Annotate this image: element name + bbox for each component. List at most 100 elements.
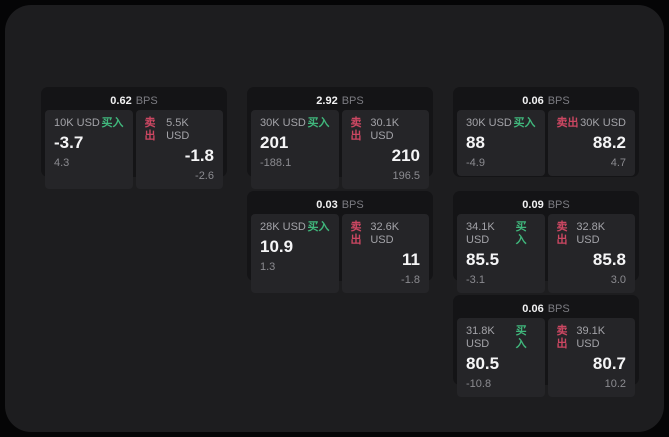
buy-delta: -188.1 — [260, 157, 292, 169]
spread-value: 0.09 — [522, 198, 544, 211]
buy-top-row: 31.8K USD 买入 — [466, 325, 536, 351]
buy-amount: 31.8K USD — [466, 325, 495, 350]
buy-top-row: 30K USD 买入 — [260, 117, 330, 130]
buy-price: 88 — [466, 133, 485, 152]
buy-side-label: 买入 — [307, 117, 330, 129]
sell-side-label: 卖出 — [350, 117, 362, 142]
buy-price: 10.9 — [260, 237, 294, 256]
quote-panels: 31.8K USD 买入 80.5 -10.8 卖出 39.1K USD 80.… — [457, 318, 635, 397]
buy-quote-button[interactable]: 34.1K USD 买入 85.5 -3.1 — [457, 214, 545, 293]
spread-header: 0.06 BPS — [457, 299, 635, 318]
spread-header: 2.92 BPS — [251, 91, 429, 110]
quote-card: 0.09 BPS 34.1K USD 买入 85.5 -3.1 卖出 32.8K… — [453, 191, 639, 293]
spread-unit-label: BPS — [341, 94, 364, 107]
buy-delta: -3.1 — [466, 274, 485, 286]
sell-top-row: 卖出 32.8K USD — [557, 221, 627, 247]
spread-header: 0.06 BPS — [457, 91, 635, 110]
spread-unit-label: BPS — [135, 94, 158, 107]
sell-side-label: 卖出 — [556, 325, 568, 350]
buy-amount: 30K USD — [260, 117, 306, 129]
quote-card: 0.06 BPS 30K USD 买入 88 -4.9 卖出 30K USD 8… — [453, 87, 639, 177]
sell-delta: 4.7 — [610, 157, 626, 169]
sell-side-label: 卖出 — [350, 221, 362, 246]
sell-amount: 39.1K USD — [576, 325, 606, 350]
buy-delta: 1.3 — [260, 261, 276, 273]
sell-delta: 10.2 — [604, 378, 626, 390]
sell-delta: -1.8 — [401, 274, 420, 286]
buy-top-row: 10K USD 买入 — [54, 117, 124, 130]
sell-delta: 196.5 — [392, 170, 420, 182]
sell-top-row: 卖出 30K USD — [557, 117, 627, 130]
sell-top-row: 卖出 30.1K USD — [351, 117, 421, 143]
quote-panels: 30K USD 买入 201 -188.1 卖出 30.1K USD 210 1… — [251, 110, 429, 189]
quote-card: 0.62 BPS 10K USD 买入 -3.7 4.3 卖出 5.5K USD… — [41, 87, 227, 189]
sell-price: 88.2 — [592, 133, 626, 152]
buy-amount: 34.1K USD — [466, 221, 495, 246]
sell-amount: 5.5K USD — [166, 117, 190, 142]
buy-quote-button[interactable]: 31.8K USD 买入 80.5 -10.8 — [457, 318, 545, 397]
buy-amount: 30K USD — [466, 117, 512, 129]
buy-quote-button[interactable]: 30K USD 买入 88 -4.9 — [457, 110, 545, 176]
buy-price: 85.5 — [466, 250, 500, 269]
buy-side-label: 买入 — [515, 325, 527, 350]
spread-value: 0.06 — [522, 94, 544, 107]
sell-price: 80.7 — [592, 354, 626, 373]
sell-quote-button[interactable]: 卖出 30.1K USD 210 196.5 — [341, 110, 429, 189]
sell-price: 85.8 — [592, 250, 626, 269]
sell-quote-button[interactable]: 卖出 30K USD 88.2 4.7 — [547, 110, 635, 176]
sell-quote-button[interactable]: 卖出 32.8K USD 85.8 3.0 — [547, 214, 635, 293]
sell-amount: 30K USD — [580, 117, 626, 129]
quote-card: 0.06 BPS 31.8K USD 买入 80.5 -10.8 卖出 39.1… — [453, 295, 639, 397]
buy-top-row: 30K USD 买入 — [466, 117, 536, 130]
spread-header: 0.62 BPS — [45, 91, 223, 110]
sell-top-row: 卖出 32.6K USD — [351, 221, 421, 247]
sell-price: 210 — [391, 146, 420, 165]
buy-quote-button[interactable]: 10K USD 买入 -3.7 4.3 — [45, 110, 133, 189]
buy-price: 80.5 — [466, 354, 500, 373]
buy-amount: 28K USD — [260, 221, 306, 233]
spread-value: 0.06 — [522, 302, 544, 315]
sell-side-label: 卖出 — [556, 221, 568, 246]
spread-header: 0.09 BPS — [457, 195, 635, 214]
app-window: 0.62 BPS 10K USD 买入 -3.7 4.3 卖出 5.5K USD… — [5, 5, 664, 432]
sell-price: -1.8 — [184, 146, 214, 165]
buy-side-label: 买入 — [307, 221, 330, 233]
sell-top-row: 卖出 5.5K USD — [145, 117, 215, 143]
spread-header: 0.03 BPS — [251, 195, 429, 214]
buy-delta: -10.8 — [466, 378, 492, 390]
quotes-grid: 0.62 BPS 10K USD 买入 -3.7 4.3 卖出 5.5K USD… — [41, 87, 639, 397]
spread-value: 0.62 — [110, 94, 132, 107]
sell-delta: -2.6 — [195, 170, 214, 182]
sell-top-row: 卖出 39.1K USD — [557, 325, 627, 351]
buy-top-row: 34.1K USD 买入 — [466, 221, 536, 247]
spread-unit-label: BPS — [547, 94, 570, 107]
sell-price: 11 — [402, 250, 420, 269]
spread-value: 2.92 — [316, 94, 338, 107]
buy-price: -3.7 — [54, 133, 84, 152]
buy-top-row: 28K USD 买入 — [260, 221, 330, 234]
buy-side-label: 买入 — [515, 221, 527, 246]
sell-amount: 30.1K USD — [370, 117, 400, 142]
spread-value: 0.03 — [316, 198, 338, 211]
sell-side-label: 卖出 — [144, 117, 156, 142]
sell-amount: 32.8K USD — [576, 221, 606, 246]
spread-unit-label: BPS — [341, 198, 364, 211]
sell-quote-button[interactable]: 卖出 5.5K USD -1.8 -2.6 — [135, 110, 223, 189]
sell-quote-button[interactable]: 卖出 39.1K USD 80.7 10.2 — [547, 318, 635, 397]
buy-quote-button[interactable]: 28K USD 买入 10.9 1.3 — [251, 214, 339, 293]
buy-side-label: 买入 — [513, 117, 536, 129]
quote-panels: 10K USD 买入 -3.7 4.3 卖出 5.5K USD -1.8 -2.… — [45, 110, 223, 189]
sell-amount: 32.6K USD — [370, 221, 400, 246]
buy-delta: 4.3 — [54, 157, 70, 169]
quote-panels: 34.1K USD 买入 85.5 -3.1 卖出 32.8K USD 85.8… — [457, 214, 635, 293]
spread-unit-label: BPS — [547, 198, 570, 211]
sell-quote-button[interactable]: 卖出 32.6K USD 11 -1.8 — [341, 214, 429, 293]
quote-panels: 28K USD 买入 10.9 1.3 卖出 32.6K USD 11 -1.8 — [251, 214, 429, 293]
buy-side-label: 买入 — [101, 117, 124, 129]
quote-card: 2.92 BPS 30K USD 买入 201 -188.1 卖出 30.1K … — [247, 87, 433, 189]
buy-quote-button[interactable]: 30K USD 买入 201 -188.1 — [251, 110, 339, 189]
sell-side-label: 卖出 — [556, 117, 579, 129]
sell-delta: 3.0 — [610, 274, 626, 286]
quote-card: 0.03 BPS 28K USD 买入 10.9 1.3 卖出 32.6K US… — [247, 191, 433, 293]
